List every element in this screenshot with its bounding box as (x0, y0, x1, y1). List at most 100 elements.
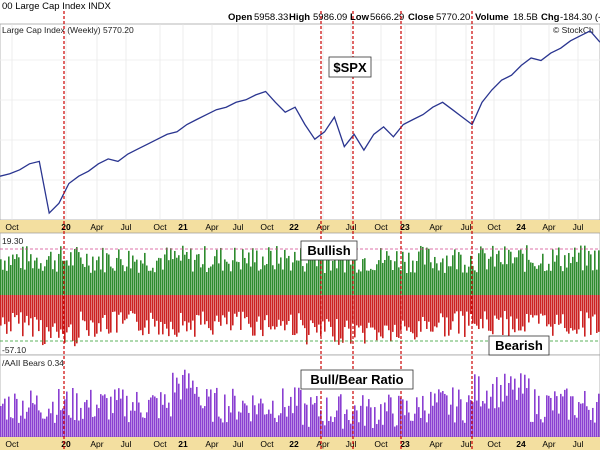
bearish-bar (112, 295, 114, 312)
bullish-bar (260, 269, 262, 295)
ratio-bar (460, 399, 462, 437)
ratio-bar (378, 419, 380, 437)
ratio-bar (258, 403, 260, 437)
ratio-bar (274, 417, 276, 437)
bullish-bar (246, 263, 248, 295)
ratio-bar (218, 416, 220, 437)
bullish-bar (92, 256, 94, 295)
ratio-bar (46, 416, 48, 437)
bearish-bar (422, 295, 424, 317)
bearish-bar (132, 295, 134, 314)
bearish-bar (68, 295, 70, 328)
bullish-annotation: Bullish (307, 243, 350, 258)
ratio-bar (144, 417, 146, 437)
bearish-bar (28, 295, 30, 326)
ratio-bar (118, 388, 120, 437)
ratio-bar (270, 413, 272, 437)
bearish-bar (342, 295, 344, 343)
ratio-bar (346, 409, 348, 437)
ratio-bar (598, 393, 600, 437)
x-tick-label: Jul (346, 222, 357, 232)
bearish-bar (272, 295, 274, 327)
bullish-bar (94, 270, 96, 295)
bullish-bar (68, 265, 70, 295)
close-value: 5770.20 (436, 12, 470, 23)
bullish-bar (462, 272, 464, 295)
bullish-bar (84, 266, 86, 295)
bullish-bar (274, 269, 276, 295)
bullish-bar (338, 249, 340, 295)
ratio-bar (496, 377, 498, 437)
bullish-bar (192, 271, 194, 295)
bullish-bar (170, 248, 172, 295)
ratio-bar (434, 393, 436, 437)
bearish-bar (424, 295, 426, 322)
bearish-bar (466, 295, 468, 312)
bearish-bar (372, 295, 374, 328)
bullish-bar (52, 269, 54, 295)
x-axis-bottom: Oct 20 Apr Jul Oct 21 Apr Jul Oct 22 Apr Jul Oct 23 Ap… (5, 439, 583, 449)
x-tick-label: Jul (121, 439, 132, 449)
ratio-bar (558, 413, 560, 437)
bullish-bar (130, 268, 132, 295)
bearish-bar (130, 295, 132, 312)
bearish-bar (504, 295, 506, 312)
bearish-bar (290, 295, 292, 315)
ratio-bar (430, 391, 432, 437)
bearish-bar (44, 295, 46, 344)
ratio-bar (316, 396, 318, 437)
bullish-bar (450, 266, 452, 295)
bearish-bar (268, 295, 270, 328)
bearish-bar (84, 295, 86, 322)
ratio-bar (216, 387, 218, 437)
bullish-bar (476, 272, 478, 295)
bearish-bar (488, 295, 490, 331)
x-tick-label: 22 (289, 439, 299, 449)
ratio-bar (340, 394, 342, 437)
bullish-bar (142, 263, 144, 295)
bullish-bar (564, 255, 566, 295)
bullish-bar (590, 254, 592, 295)
ratio-bar (410, 420, 412, 437)
bullish-bar (232, 260, 234, 295)
bearish-bar (202, 295, 204, 312)
bullish-bar (120, 259, 122, 295)
bullish-bar (516, 257, 518, 295)
bullish-bar (230, 271, 232, 295)
bullish-bar (228, 263, 230, 295)
ratio-bar (106, 398, 108, 437)
bullish-bar (96, 260, 98, 295)
ratio-bar (412, 420, 414, 437)
bullish-bar (502, 264, 504, 295)
bearish-bar (438, 295, 440, 323)
ratio-bar (246, 405, 248, 437)
bullish-bar (354, 253, 356, 295)
bullish-bar (348, 255, 350, 295)
ratio-bars (0, 369, 600, 437)
bearish-bar (528, 295, 530, 323)
bearish-bar (180, 295, 182, 313)
bearish-bar (282, 295, 284, 322)
ratio-bar (168, 402, 170, 437)
bullish-bar (24, 269, 26, 295)
bearish-bar (598, 295, 600, 332)
bearish-bar (450, 295, 452, 330)
close-label: Close (408, 12, 434, 23)
bearish-bar (312, 295, 314, 324)
bearish-bar (82, 295, 84, 321)
bearish-bar (310, 295, 312, 321)
ratio-bar (284, 407, 286, 437)
ratio-bar (446, 395, 448, 437)
bullish-bar (392, 270, 394, 295)
bearish-bar (204, 295, 206, 325)
ratio-bar (390, 397, 392, 437)
bearish-bar (590, 295, 592, 335)
bearish-bar (404, 295, 406, 327)
bullish-bar (468, 266, 470, 295)
ratio-bar (536, 414, 538, 437)
bullish-bar (288, 255, 290, 295)
bearish-bar (16, 295, 18, 316)
bullish-bar (594, 250, 596, 295)
bearish-bar (432, 295, 434, 332)
ratio-bar (332, 421, 334, 437)
